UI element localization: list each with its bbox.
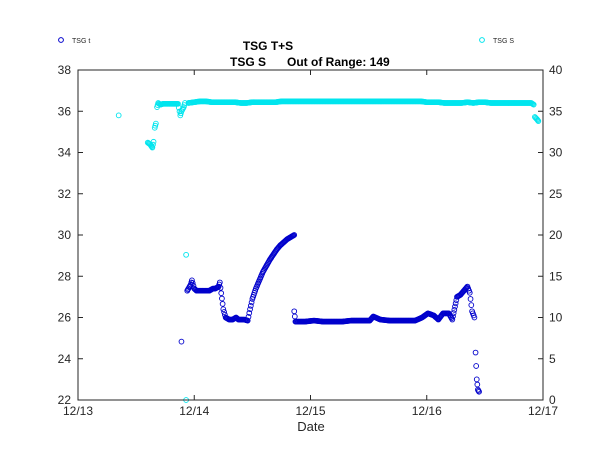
data-point [150,141,156,148]
data-point [178,338,185,345]
data-point [452,300,459,307]
y-right-tick-label: 30 [549,146,563,160]
legend-label-tsg-s: TSG S [493,38,514,45]
y-left-tick-label: 36 [58,104,72,118]
y-right-tick-label: 25 [549,187,563,201]
data-point [291,232,298,238]
data-point [534,117,541,124]
x-tick-label: 12/14 [179,404,209,418]
legend-label-tsg-t: TSG t [72,38,90,45]
data-point [450,313,456,320]
x-tick-label: 12/17 [528,404,558,418]
data-point [473,363,480,369]
x-tick-label: 12/16 [412,404,442,418]
x-axis-label: Date [297,419,324,434]
data-point [216,279,223,286]
x-tick-label: 12/15 [295,404,325,418]
y-right-tick-label: 0 [549,393,556,407]
series-tsg-t [178,232,482,395]
data-point [175,100,181,107]
data-point [150,138,157,145]
data-point [246,310,253,316]
chart-subtitle-label: TSG S [230,55,266,69]
y-left-tick-label: 26 [58,311,72,325]
chart-title-block: TSG T+S TSG S Out of Range: 149 [230,39,390,69]
data-point [183,251,189,258]
axes: 12/13 12/14 12/15 12/16 12/17 22 24 26 28 30 32 34 3… [58,63,563,418]
data-point [476,388,482,395]
y-right-tick-label: 15 [549,269,563,283]
data-point [218,290,225,297]
data-point [530,101,536,107]
y-right-tick-label: 40 [549,63,563,77]
data-point [529,100,536,107]
y-left-tick-label: 22 [58,393,72,407]
series-tsg-s [115,98,542,403]
data-point [189,277,195,284]
data-point [467,296,474,302]
data-point [219,301,226,307]
y-right-tick-label: 35 [549,104,563,118]
data-point [190,283,197,289]
legend-marker-tsg-s [479,37,485,43]
y-left-tick-label: 24 [58,352,72,366]
y-right-tick-label: 10 [549,311,563,325]
data-point [247,302,254,309]
data-point [535,118,542,125]
data-point [244,317,251,324]
chart-title: TSG T+S [243,39,293,53]
data-point [153,120,159,127]
y-right-tick-label: 5 [549,352,556,366]
plot-area [115,98,542,403]
data-point [115,112,122,119]
data-point [450,310,457,316]
data-point [189,280,196,286]
data-point [220,306,227,313]
chart-subtitle-range: Out of Range: 149 [287,55,390,69]
x-tick-label: 12/13 [63,404,93,418]
legend-marker-tsg-t [58,37,64,43]
data-point [219,295,225,302]
data-point [449,316,456,323]
data-point [248,299,255,306]
y-left-tick-label: 30 [58,228,72,242]
y-left-tick-label: 28 [58,269,72,283]
legend-right: TSG S [479,37,514,45]
data-point [472,349,479,356]
y-left-tick-label: 32 [58,187,72,201]
data-point [471,314,478,321]
data-point [466,289,473,296]
data-point [247,306,253,313]
data-point [217,284,224,291]
data-point [451,306,458,313]
data-point [452,303,458,310]
y-left-tick-label: 38 [58,63,72,77]
data-point [468,302,475,308]
data-point [530,101,537,108]
legend-left: TSG t [58,37,90,45]
data-point [149,144,156,151]
data-point [221,309,227,315]
data-point [245,313,252,320]
y-right-tick-label: 20 [549,228,563,242]
y-left-tick-label: 34 [58,146,72,160]
